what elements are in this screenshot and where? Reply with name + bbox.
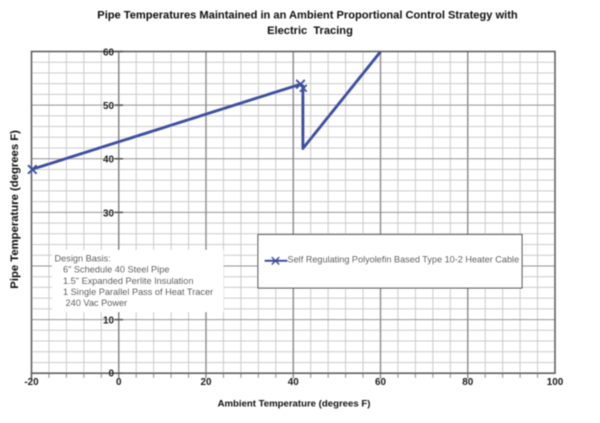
svg-text:30: 30 bbox=[103, 208, 114, 219]
svg-text:-20: -20 bbox=[24, 377, 39, 388]
svg-text:60: 60 bbox=[103, 48, 114, 59]
svg-text:240 Vac Power: 240 Vac Power bbox=[66, 298, 128, 308]
svg-text:40: 40 bbox=[288, 377, 299, 388]
svg-text:1.5" Expanded Perlite Insulati: 1.5" Expanded Perlite Insulation bbox=[63, 276, 193, 286]
svg-text:0: 0 bbox=[109, 369, 115, 380]
svg-text:0: 0 bbox=[116, 377, 122, 388]
svg-text:50: 50 bbox=[103, 101, 114, 112]
svg-text:Self Regulating Polyolefin Bas: Self Regulating Polyolefin Based Type 10… bbox=[288, 254, 520, 264]
svg-text:6" Schedule 40 Steel Pipe: 6" Schedule 40 Steel Pipe bbox=[63, 265, 169, 275]
svg-text:Electric Tracing: Electric Tracing bbox=[267, 25, 353, 37]
svg-text:Pipe Temperatures Maintained i: Pipe Temperatures Maintained in an Ambie… bbox=[97, 9, 518, 21]
svg-text:60: 60 bbox=[375, 377, 386, 388]
svg-text:10: 10 bbox=[103, 316, 114, 327]
svg-text:Design Basis:: Design Basis: bbox=[55, 253, 111, 263]
svg-text:20: 20 bbox=[201, 377, 212, 388]
svg-text:Ambient Temperature (degrees F: Ambient Temperature (degrees F) bbox=[218, 399, 371, 410]
svg-text:1 Single Parallel Pass of Heat: 1 Single Parallel Pass of Heat Tracer bbox=[63, 287, 213, 297]
svg-text:Pipe Temperature (degrees F): Pipe Temperature (degrees F) bbox=[9, 130, 21, 289]
svg-text:100: 100 bbox=[547, 377, 564, 388]
svg-text:80: 80 bbox=[462, 377, 473, 388]
svg-text:40: 40 bbox=[103, 155, 114, 166]
